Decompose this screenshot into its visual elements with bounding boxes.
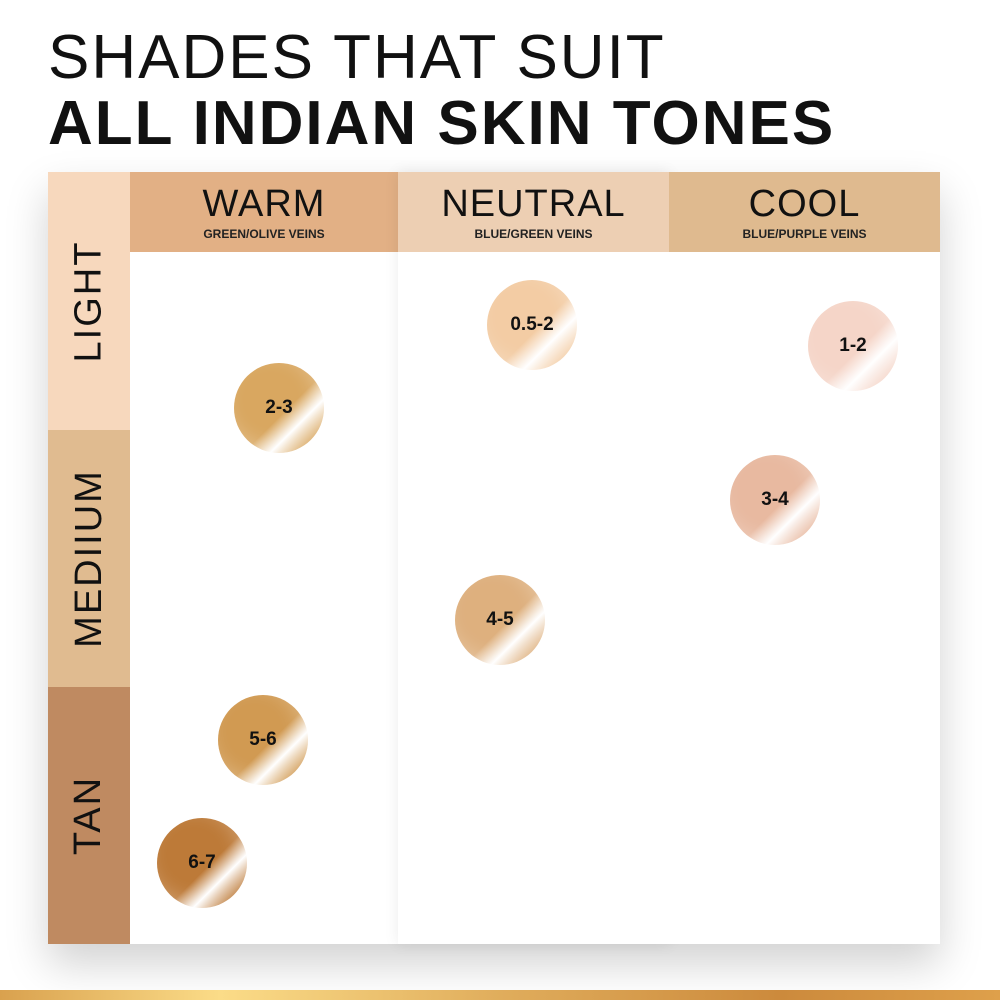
row-medium: MEDIIUM (48, 430, 130, 687)
row-label: MEDIIUM (67, 469, 110, 648)
gold-bar (0, 990, 1000, 1000)
row-label: LIGHT (67, 240, 110, 362)
swatch-3-4: 3-4 (730, 455, 820, 545)
column-cool: COOL BLUE/PURPLE VEINS (669, 172, 940, 944)
row-tan: TAN (48, 687, 130, 944)
column-name: NEUTRAL (441, 183, 626, 225)
swatch-2-3: 2-3 (234, 363, 324, 453)
column-subtitle: GREEN/OLIVE VEINS (203, 227, 325, 241)
title-line-2: ALL INDIAN SKIN TONES (48, 89, 836, 158)
swatch-6-7: 6-7 (157, 818, 247, 908)
column-subtitle: BLUE/PURPLE VEINS (742, 227, 867, 241)
title-line-1: SHADES THAT SUIT (48, 23, 666, 92)
column-warm: WARM GREEN/OLIVE VEINS (130, 172, 398, 944)
swatch-label: 0.5-2 (510, 314, 554, 335)
column-header-neutral: NEUTRAL BLUE/GREEN VEINS (398, 172, 669, 252)
swatch-1-2: 1-2 (808, 301, 898, 391)
swatch-label: 6-7 (188, 852, 216, 873)
swatch-5-6: 5-6 (218, 695, 308, 785)
column-header-cool: COOL BLUE/PURPLE VEINS (669, 172, 940, 252)
swatch-label: 1-2 (839, 335, 867, 356)
column-subtitle: BLUE/GREEN VEINS (474, 227, 593, 241)
swatch-label: 2-3 (265, 397, 293, 418)
swatch-label: 5-6 (249, 729, 277, 750)
swatch-0-5-2: 0.5-2 (487, 280, 577, 370)
column-name: WARM (202, 183, 326, 225)
swatch-label: 3-4 (761, 489, 789, 510)
swatch-4-5: 4-5 (455, 575, 545, 665)
column-header-warm: WARM GREEN/OLIVE VEINS (130, 172, 398, 252)
row-label: TAN (67, 775, 110, 856)
column-name: COOL (748, 183, 861, 225)
swatch-label: 4-5 (486, 609, 514, 630)
row-light: LIGHT (48, 172, 130, 430)
